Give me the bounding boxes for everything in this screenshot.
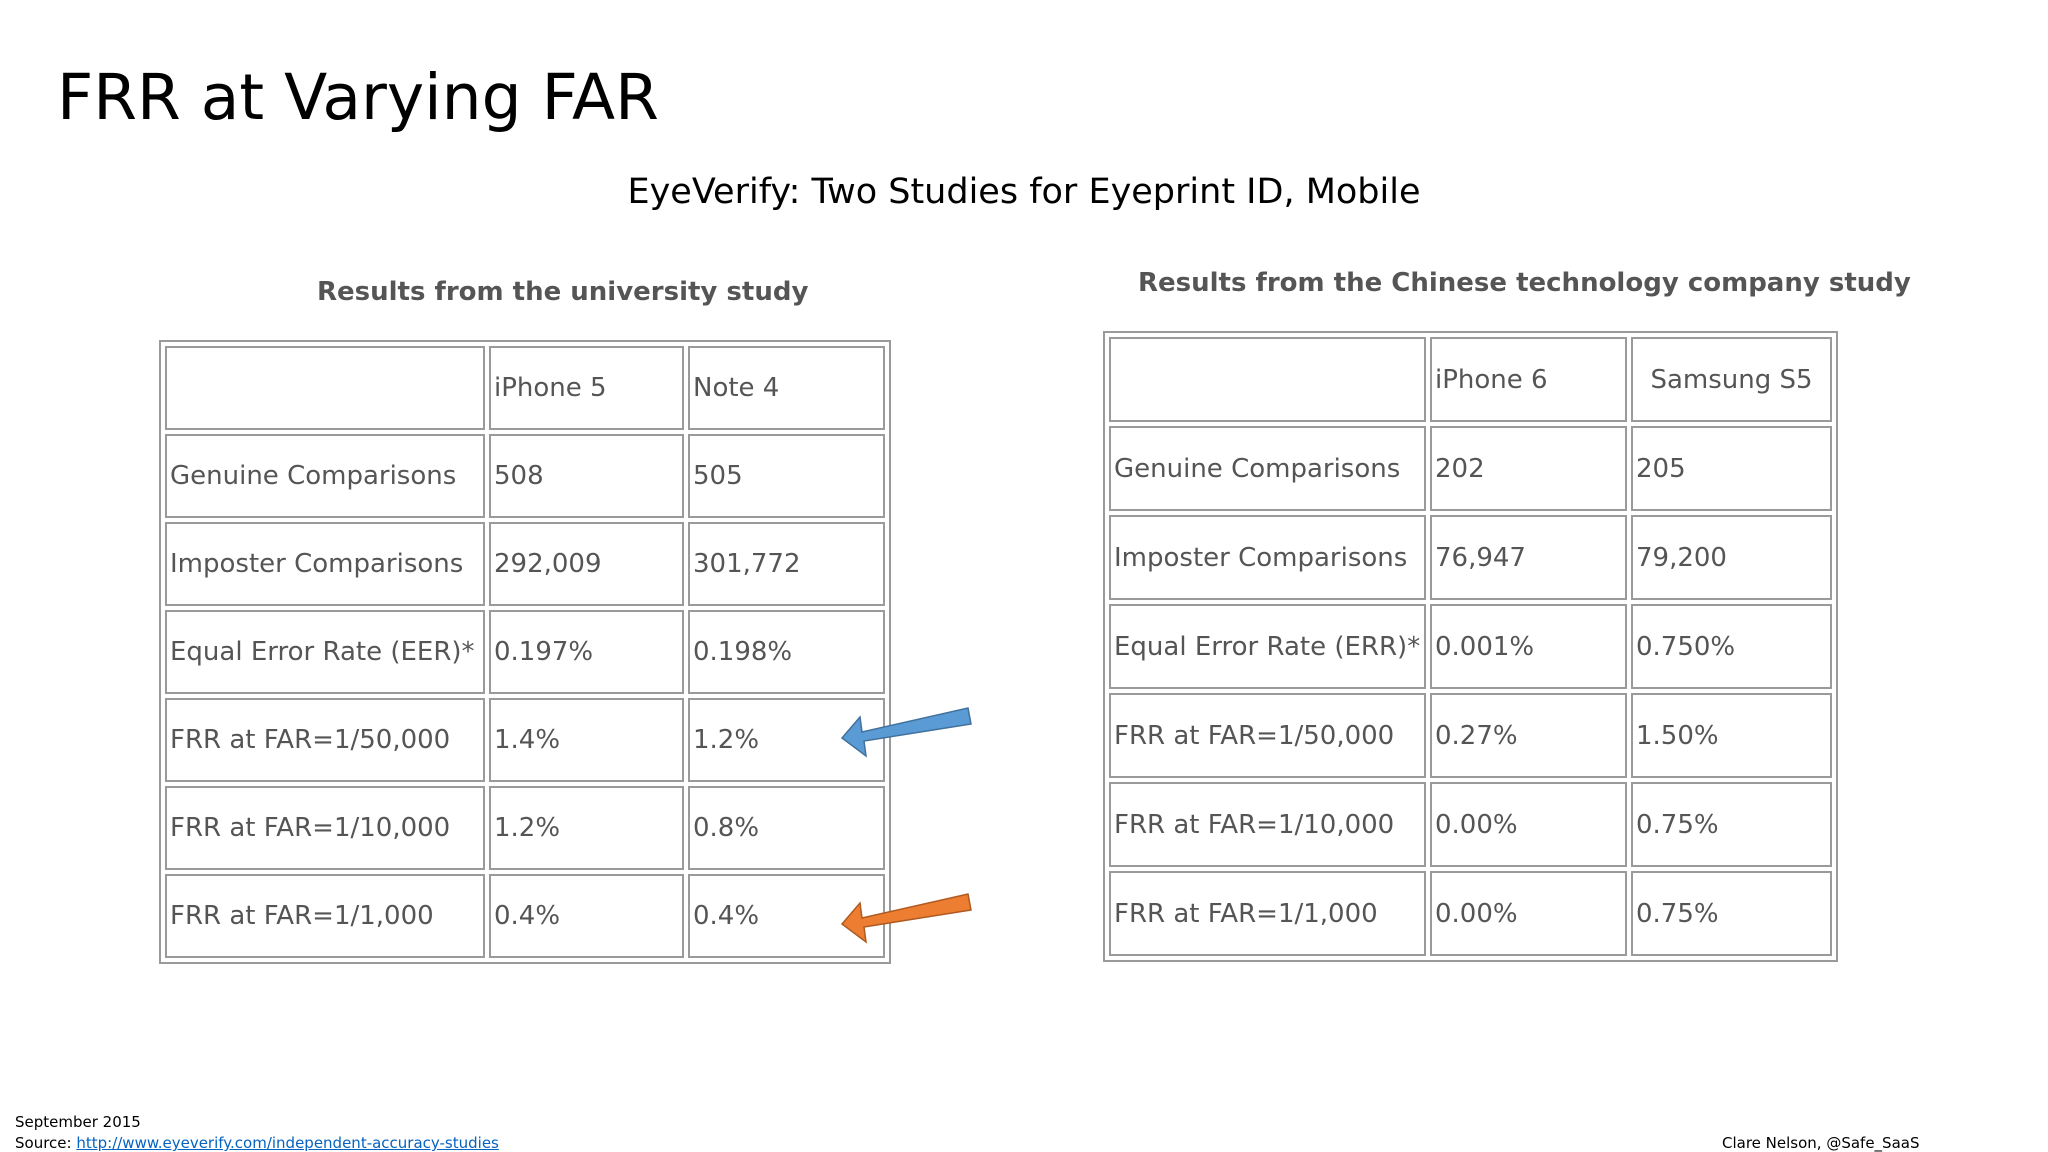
- blue-arrow-shape: [840, 707, 972, 758]
- table-cell: 1.2%: [688, 698, 885, 782]
- table-cell: 0.75%: [1631, 782, 1832, 867]
- table-cell: 0.4%: [688, 874, 885, 958]
- row-label: FRR at FAR=1/1,000: [1109, 871, 1426, 956]
- table-cell: 76,947: [1430, 515, 1627, 600]
- table-cell: 0.750%: [1631, 604, 1832, 689]
- table-cell: 0.8%: [688, 786, 885, 870]
- row-label: Imposter Comparisons: [1109, 515, 1426, 600]
- university-study-table: iPhone 5 Note 4 Genuine Comparisons 508 …: [159, 340, 891, 964]
- row-label: Equal Error Rate (EER)*: [165, 610, 485, 694]
- left-arrow-icon: [840, 707, 972, 758]
- table-cell: 508: [489, 434, 684, 518]
- source-label: Source:: [15, 1134, 77, 1152]
- table-cell: 0.4%: [489, 874, 684, 958]
- table-cell: 1.50%: [1631, 693, 1832, 778]
- table-cell: 79,200: [1631, 515, 1832, 600]
- orange-arrow-shape: [840, 893, 972, 944]
- table-cell: 0.197%: [489, 610, 684, 694]
- table-cell: 301,772: [688, 522, 885, 606]
- table-row: FRR at FAR=1/50,000 0.27% 1.50%: [1109, 693, 1832, 778]
- table-row: FRR at FAR=1/10,000 1.2% 0.8%: [165, 786, 885, 870]
- table-cell: 0.27%: [1430, 693, 1627, 778]
- footer-source: September 2015 Source: http://www.eyever…: [15, 1112, 499, 1152]
- footer-source-line: Source: http://www.eyeverify.com/indepen…: [15, 1133, 499, 1152]
- table-cell: 1.2%: [489, 786, 684, 870]
- chinese-study-table: iPhone 6 Samsung S5 Genuine Comparisons …: [1103, 331, 1838, 962]
- table-cell: 0.75%: [1631, 871, 1832, 956]
- table-row: Genuine Comparisons 508 505: [165, 434, 885, 518]
- table-cell: 0.001%: [1430, 604, 1627, 689]
- table-row: FRR at FAR=1/1,000 0.4% 0.4%: [165, 874, 885, 958]
- row-label: Imposter Comparisons: [165, 522, 485, 606]
- table-cell: 0.198%: [688, 610, 885, 694]
- table-cell: 292,009: [489, 522, 684, 606]
- row-label: Genuine Comparisons: [165, 434, 485, 518]
- left-arrow-icon: [840, 893, 972, 944]
- table-header-row: iPhone 6 Samsung S5: [1109, 337, 1832, 422]
- table-row: FRR at FAR=1/10,000 0.00% 0.75%: [1109, 782, 1832, 867]
- footer-author: Clare Nelson, @Safe_SaaS: [1722, 1134, 1920, 1152]
- table-cell: 205: [1631, 426, 1832, 511]
- table-header-row: iPhone 5 Note 4: [165, 346, 885, 430]
- row-label: FRR at FAR=1/10,000: [165, 786, 485, 870]
- table-row: Equal Error Rate (ERR)* 0.001% 0.750%: [1109, 604, 1832, 689]
- table-header-cell: [1109, 337, 1426, 422]
- table-header-cell: [165, 346, 485, 430]
- row-label: FRR at FAR=1/1,000: [165, 874, 485, 958]
- table-row: FRR at FAR=1/50,000 1.4% 1.2%: [165, 698, 885, 782]
- table-cell: 1.4%: [489, 698, 684, 782]
- table-header-cell: Note 4: [688, 346, 885, 430]
- table-cell: 202: [1430, 426, 1627, 511]
- table-header-cell: Samsung S5: [1631, 337, 1832, 422]
- table-row: Equal Error Rate (EER)* 0.197% 0.198%: [165, 610, 885, 694]
- source-link[interactable]: http://www.eyeverify.com/independent-acc…: [76, 1134, 499, 1152]
- footer-date: September 2015: [15, 1113, 141, 1131]
- row-label: Equal Error Rate (ERR)*: [1109, 604, 1426, 689]
- table-cell: 0.00%: [1430, 782, 1627, 867]
- table-row: Genuine Comparisons 202 205: [1109, 426, 1832, 511]
- table-cell: 0.00%: [1430, 871, 1627, 956]
- slide-title: FRR at Varying FAR: [57, 61, 659, 134]
- table-header-cell: iPhone 5: [489, 346, 684, 430]
- row-label: Genuine Comparisons: [1109, 426, 1426, 511]
- slide-subtitle: EyeVerify: Two Studies for Eyeprint ID, …: [627, 172, 1421, 212]
- chinese-study-caption: Results from the Chinese technology comp…: [1138, 268, 1911, 298]
- row-label: FRR at FAR=1/10,000: [1109, 782, 1426, 867]
- university-study-caption: Results from the university study: [317, 277, 809, 307]
- table-row: Imposter Comparisons 76,947 79,200: [1109, 515, 1832, 600]
- table-cell: 505: [688, 434, 885, 518]
- table-row: Imposter Comparisons 292,009 301,772: [165, 522, 885, 606]
- table-row: FRR at FAR=1/1,000 0.00% 0.75%: [1109, 871, 1832, 956]
- row-label: FRR at FAR=1/50,000: [1109, 693, 1426, 778]
- row-label: FRR at FAR=1/50,000: [165, 698, 485, 782]
- table-header-cell: iPhone 6: [1430, 337, 1627, 422]
